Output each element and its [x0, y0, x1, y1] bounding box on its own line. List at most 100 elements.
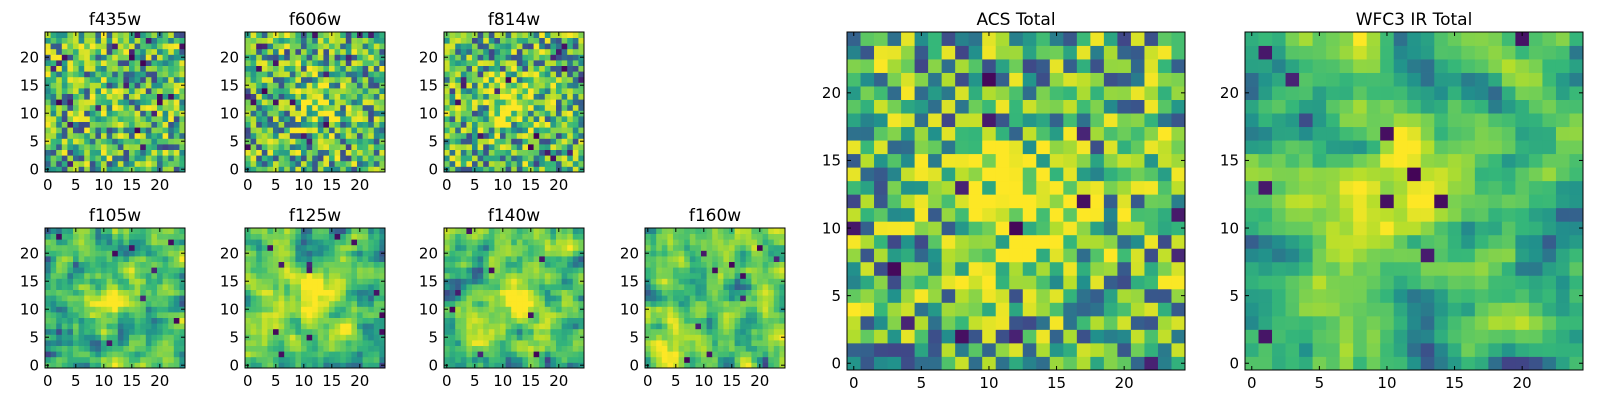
heatmap-cell [357, 54, 363, 61]
heatmap-cell [106, 54, 113, 61]
x-tick-label: 5 [470, 176, 480, 194]
heatmap-cell [78, 32, 85, 38]
heatmap-cell [357, 48, 363, 55]
heatmap-cell [168, 228, 175, 234]
heatmap-cell [511, 351, 518, 358]
heatmap-cell [729, 244, 735, 251]
heatmap-cell [306, 244, 313, 251]
heatmap-cell [123, 76, 130, 83]
heatmap-cell [500, 312, 506, 318]
heatmap-cell [449, 233, 456, 240]
heatmap-cell [516, 328, 523, 335]
heatmap-cell [95, 155, 102, 162]
heatmap-cell [134, 239, 141, 246]
heatmap-cell [928, 248, 943, 263]
heatmap-cell [494, 37, 501, 44]
heatmap-cell [179, 155, 186, 162]
heatmap-cell [373, 334, 380, 341]
heatmap-cell [483, 82, 490, 89]
heatmap-cell [656, 250, 663, 257]
heatmap-cell [444, 121, 450, 128]
heatmap-cell [379, 76, 386, 83]
heatmap-cell [673, 351, 679, 358]
heatmap-cell [466, 93, 473, 100]
heatmap-cell [914, 356, 929, 371]
heatmap-cell [340, 233, 347, 240]
heatmap-cell [511, 37, 518, 44]
heatmap-cell [340, 149, 347, 156]
heatmap-cell [779, 228, 786, 234]
heatmap-cell [162, 32, 169, 38]
heatmap-cell [444, 132, 450, 139]
heatmap-cell [56, 244, 63, 251]
heatmap-cell [273, 116, 279, 122]
heatmap-cell [472, 295, 478, 302]
heatmap-cell [572, 43, 579, 50]
heatmap-cell [323, 65, 330, 72]
heatmap-cell [273, 289, 279, 296]
heatmap-cell [289, 306, 296, 313]
heatmap-cell [995, 167, 1010, 182]
heatmap-cell [717, 272, 724, 279]
heatmap-cell [505, 48, 512, 55]
heatmap-cell [357, 317, 363, 324]
axes-frame [443, 31, 585, 173]
heatmap-cell [505, 54, 512, 61]
heatmap-cell [455, 284, 462, 290]
heatmap-cell [112, 104, 119, 111]
heatmap-cell [567, 356, 574, 363]
heatmap-cell [689, 278, 696, 285]
heatmap-cell [351, 312, 358, 318]
heatmap-cell [373, 278, 380, 285]
heatmap-cell [578, 340, 585, 346]
heatmap-cell [50, 54, 57, 61]
heatmap-cell [334, 149, 341, 156]
heatmap-cell [561, 239, 568, 246]
heatmap-cell [1090, 194, 1105, 209]
heatmap-cell [295, 32, 302, 38]
heatmap-cell [289, 300, 296, 307]
heatmap-cell [89, 295, 96, 302]
heatmap-cell [145, 295, 152, 302]
heatmap-cell [522, 334, 529, 341]
heatmap-cell [267, 60, 274, 66]
heatmap-cell [278, 300, 285, 307]
heatmap-cell [84, 76, 91, 83]
heatmap-cell [317, 289, 324, 296]
heatmap-cell [650, 356, 657, 363]
heatmap-cell [444, 71, 450, 78]
heatmap-cell [556, 43, 562, 50]
heatmap-cell [134, 345, 141, 352]
heatmap-cell [667, 328, 674, 335]
heatmap-cell [1144, 356, 1159, 371]
heatmap-cell [477, 93, 484, 100]
heatmap-cell [123, 261, 130, 268]
heatmap-cell [329, 48, 335, 55]
heatmap-cell [928, 221, 943, 236]
heatmap-cell [323, 76, 330, 83]
heatmap-cell [1076, 167, 1091, 182]
heatmap-cell [345, 144, 352, 150]
heatmap-cell [556, 37, 562, 44]
heatmap-cell [455, 110, 462, 117]
heatmap-cell [556, 144, 562, 150]
heatmap-cell [572, 65, 579, 72]
heatmap-cell [301, 138, 307, 145]
axes-frame [443, 227, 585, 369]
heatmap-cell [173, 295, 180, 302]
heatmap-cell [357, 239, 363, 246]
heatmap-cell [645, 289, 651, 296]
heatmap-cell [89, 166, 96, 173]
heatmap-cell [379, 300, 386, 307]
heatmap-cell [723, 284, 730, 290]
heatmap-cell [145, 104, 152, 111]
heatmap-cell [256, 110, 263, 117]
heatmap-cell [84, 278, 91, 285]
heatmap-cell [684, 284, 691, 290]
heatmap-cell [516, 244, 523, 251]
heatmap-cell [533, 99, 540, 106]
heatmap-cell [528, 65, 534, 72]
heatmap-cell [572, 228, 579, 234]
heatmap-cell [162, 71, 169, 78]
